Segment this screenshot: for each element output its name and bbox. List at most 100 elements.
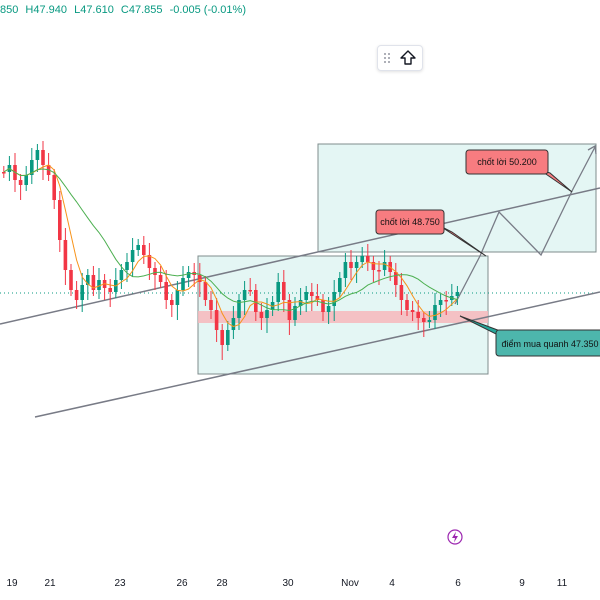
candle-body xyxy=(136,245,140,250)
trendline-upper[interactable] xyxy=(0,187,600,325)
candle-body xyxy=(343,262,348,278)
candle-body xyxy=(259,312,264,318)
candle-body xyxy=(405,300,409,310)
candle-body xyxy=(142,245,146,255)
x-tick-label: 6 xyxy=(455,578,461,589)
candle-body xyxy=(125,262,129,270)
target-zone-upper[interactable] xyxy=(317,143,597,253)
candle-body xyxy=(366,256,370,262)
candle-body xyxy=(265,310,269,318)
candle-body xyxy=(349,262,353,268)
callout-take-profit-1-text: chốt lời 48.750 xyxy=(380,217,439,227)
candle-body xyxy=(52,175,56,200)
candle-body xyxy=(433,305,437,320)
candle-body xyxy=(371,262,376,270)
candle-body xyxy=(18,180,23,185)
candle-body xyxy=(164,282,168,300)
candle-body xyxy=(86,275,90,285)
candle-body xyxy=(410,310,415,312)
candle-body xyxy=(394,272,398,285)
candle-body xyxy=(321,300,325,312)
trendline-lower[interactable] xyxy=(34,291,600,418)
ohlc-change: -0.005 (-0.01%) xyxy=(169,4,246,16)
candle-body xyxy=(354,262,359,268)
candle-body xyxy=(97,280,101,290)
x-tick-label: 11 xyxy=(556,578,568,589)
candle-body xyxy=(226,330,230,345)
candle-body xyxy=(254,290,258,312)
projection-arrowhead xyxy=(587,144,597,155)
candle-body xyxy=(209,300,213,310)
candle-body xyxy=(130,250,135,262)
candle-body xyxy=(399,285,404,300)
candle-body xyxy=(153,268,157,275)
candle-body xyxy=(181,278,185,290)
candle-body xyxy=(35,150,40,160)
candle-body xyxy=(438,300,443,305)
candle-body xyxy=(175,290,180,305)
candle-body xyxy=(237,300,241,318)
ohlc-close: C47.855 xyxy=(120,4,163,16)
ohlc-low: L47.610 xyxy=(74,4,114,16)
candle-body xyxy=(58,200,62,240)
x-axis: 19 21 23 26 28 30 Nov 4 6 9 11 xyxy=(0,578,600,594)
ohlc-open: 850 xyxy=(0,4,19,16)
candles-layer xyxy=(2,141,460,360)
x-tick-label: 21 xyxy=(44,578,56,589)
candle-body xyxy=(74,290,79,300)
callout-buy-zone-text: điểm mua quanh 47.350 xyxy=(501,339,598,349)
candle-body xyxy=(242,290,247,300)
candle-body xyxy=(147,255,152,268)
moving-average-slow xyxy=(3,167,458,312)
candle-body xyxy=(326,306,331,312)
drawing-toolbar[interactable] xyxy=(377,45,423,71)
candle-body xyxy=(198,275,202,282)
candle-body xyxy=(282,282,286,300)
grip-dots-icon[interactable] xyxy=(382,51,392,65)
candle-body xyxy=(338,278,342,292)
x-tick-label: 9 xyxy=(519,578,525,589)
candle-body xyxy=(231,318,236,330)
x-tick-label: 28 xyxy=(216,578,228,589)
candle-body xyxy=(41,150,45,165)
lightning-logo-icon[interactable] xyxy=(447,529,463,545)
candle-body xyxy=(315,296,320,300)
candle-body xyxy=(276,282,280,302)
candle-body xyxy=(293,306,297,320)
callout-take-profit-2-text: chốt lời 50.200 xyxy=(477,157,536,167)
candle-body xyxy=(427,320,432,322)
ohlc-readout: 850 H47.940 L47.610 C47.855 -0.005 (-0.0… xyxy=(0,4,250,16)
callout-buy-zone[interactable]: điểm mua quanh 47.350 xyxy=(459,315,600,357)
candle-body xyxy=(455,292,460,296)
candle-body xyxy=(80,285,84,300)
candle-body xyxy=(298,300,303,306)
candle-body xyxy=(203,282,208,300)
candle-body xyxy=(108,288,112,292)
candle-body xyxy=(377,270,381,272)
candle-body xyxy=(220,330,224,345)
candle-body xyxy=(214,310,219,330)
candle-body xyxy=(310,292,314,296)
candle-body xyxy=(158,275,163,282)
candle-body xyxy=(422,318,426,322)
candle-body xyxy=(69,270,73,290)
x-tick-label: Nov xyxy=(341,578,359,589)
candle-body xyxy=(444,300,448,302)
callout-take-profit-1[interactable]: chốt lời 48.750 xyxy=(375,209,487,257)
callout-take-profit-2[interactable]: chốt lời 50.200 xyxy=(465,149,573,193)
buy-zone-band[interactable] xyxy=(198,311,488,323)
candle-body xyxy=(186,272,191,278)
x-tick-label: 23 xyxy=(114,578,126,589)
candle-body xyxy=(382,262,387,270)
candle-body xyxy=(170,300,174,305)
ohlc-high: H47.940 xyxy=(25,4,68,16)
x-tick-label: 4 xyxy=(389,578,395,589)
candle-body xyxy=(119,270,124,280)
candle-body xyxy=(332,292,336,306)
arrow-up-icon[interactable] xyxy=(398,48,418,68)
candle-body xyxy=(91,275,96,290)
candle-body xyxy=(63,240,68,270)
candle-body xyxy=(30,160,34,175)
projection-path[interactable] xyxy=(454,146,596,305)
